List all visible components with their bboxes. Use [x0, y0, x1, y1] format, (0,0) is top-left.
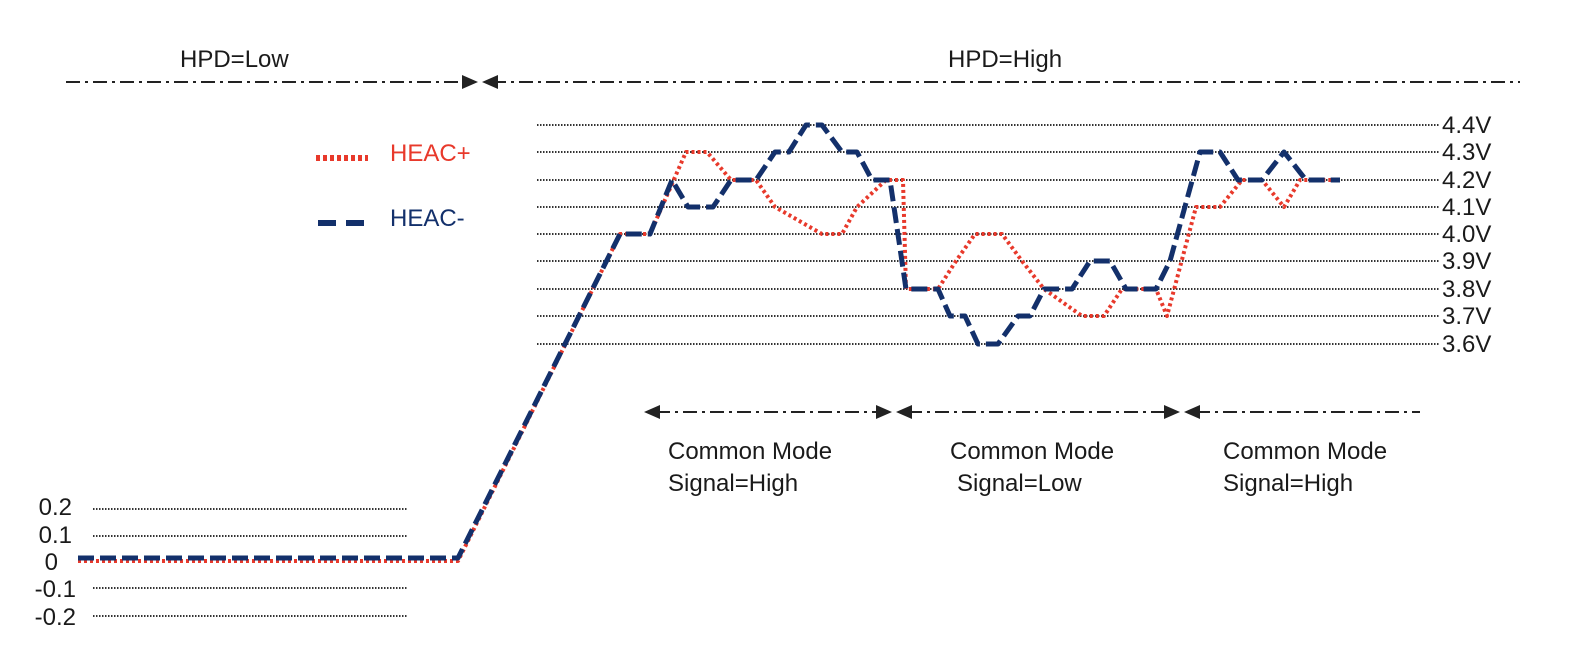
level-label-0-2: 0.2	[39, 494, 72, 521]
region1-right-arrowhead	[876, 405, 892, 419]
right-voltage-labels: 4.4V 4.3V 4.2V 4.1V 4.0V 3.9V 3.8V 3.7V …	[1442, 112, 1491, 358]
legend: HEAC+ HEAC-	[316, 140, 471, 232]
left-voltage-labels: 0.2 0.1 0 -0.1 -0.2	[35, 494, 76, 631]
region3-label-line2: Signal=High	[1223, 470, 1353, 497]
common-mode-arrows	[644, 405, 1420, 419]
level-label-4-0v: 4.0V	[1442, 221, 1491, 248]
level-label-3-9v: 3.9V	[1442, 248, 1491, 275]
hpd-high-label: HPD=High	[948, 46, 1062, 73]
level-label-3-6v: 3.6V	[1442, 331, 1491, 358]
level-label-4-3v: 4.3V	[1442, 139, 1491, 166]
heac-minus-waveform	[78, 122, 1340, 561]
region3-left-arrowhead	[1184, 405, 1200, 419]
level-label-3-7v: 3.7V	[1442, 303, 1491, 330]
region2-right-arrowhead	[1164, 405, 1180, 419]
region1-label-line2: Signal=High	[668, 470, 798, 497]
region2-left-arrowhead	[896, 405, 912, 419]
level-label-3-8v: 3.8V	[1442, 276, 1491, 303]
level-label-0: 0	[45, 549, 58, 576]
region2-label-line2: Signal=Low	[957, 470, 1082, 497]
legend-heac-minus-label: HEAC-	[390, 205, 465, 232]
level-label-4-1v: 4.1V	[1442, 194, 1491, 221]
level-label-0-1: 0.1	[39, 522, 72, 549]
left-voltage-gridlines	[93, 508, 408, 617]
region2-label-line1: Common Mode	[950, 438, 1114, 465]
region-labels: Common Mode Signal=High Common Mode Sign…	[668, 438, 1387, 497]
region1-left-arrowhead	[644, 405, 660, 419]
hpd-low-arrowhead	[462, 75, 478, 89]
level-label-minus-0-1: -0.1	[35, 576, 76, 603]
region1-label-line1: Common Mode	[668, 438, 832, 465]
level-label-4-4v: 4.4V	[1442, 112, 1491, 139]
level-label-4-2v: 4.2V	[1442, 167, 1491, 194]
hpd-high-arrowhead	[482, 75, 498, 89]
heac-plus-waveform	[78, 150, 1340, 563]
legend-heac-plus-label: HEAC+	[390, 140, 471, 167]
hpd-low-label: HPD=Low	[180, 46, 289, 73]
level-label-minus-0-2: -0.2	[35, 604, 76, 631]
region3-label-line1: Common Mode	[1223, 438, 1387, 465]
hpd-region-arrows	[66, 75, 1520, 89]
